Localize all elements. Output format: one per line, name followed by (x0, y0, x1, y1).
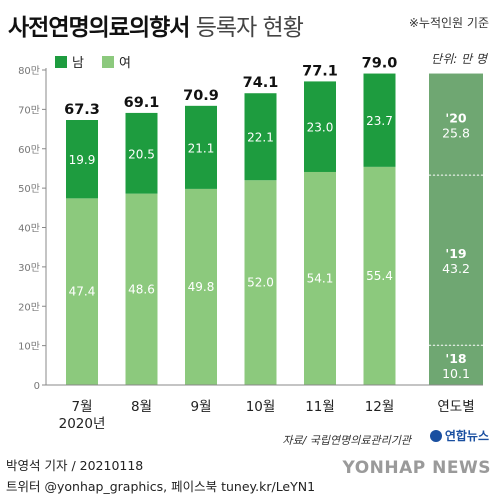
source-note: 자료/ 국립연명의료관리기관 (282, 434, 411, 447)
data-label-male: 22.1 (247, 131, 274, 145)
bar-male (304, 81, 336, 172)
legend: 남 여 (55, 52, 149, 71)
data-label-total: 70.9 (183, 88, 219, 104)
year-label: '18 (445, 351, 466, 366)
y-tick-label: 80만 (18, 65, 40, 77)
data-label-total: 67.3 (64, 102, 100, 118)
legend-swatch-female (101, 55, 114, 68)
data-label-cumulative: 10.1 (442, 366, 470, 381)
data-label-female: 52.0 (247, 276, 274, 290)
bar-female (185, 188, 217, 385)
bar-cumulative-year (429, 175, 483, 346)
x-tick-label: 10월 (246, 399, 276, 415)
data-label-female: 49.8 (188, 280, 215, 294)
data-label-total: 69.1 (124, 95, 160, 111)
bar-male (185, 105, 217, 189)
data-label-total: 77.1 (302, 63, 338, 79)
year-label: '20 (445, 110, 467, 125)
y-tick-label: 70만 (18, 104, 40, 116)
brand-dot-icon (429, 429, 442, 442)
bar-female (363, 166, 396, 385)
data-label-female: 54.1 (307, 271, 334, 285)
data-label-total: 74.1 (243, 75, 279, 91)
bar-female (125, 193, 158, 385)
bar-female (244, 180, 277, 385)
data-label-cumulative: 25.8 (442, 125, 470, 140)
y-tick-label: 30만 (18, 262, 40, 274)
data-label-male: 19.9 (69, 153, 96, 167)
basis-note: ※누적인원 기준 (408, 16, 489, 30)
brand-name: 연합뉴스 (444, 429, 489, 443)
title-main: 사전연명의료의향서 (8, 15, 190, 41)
bar-female (304, 171, 336, 385)
data-label-male: 20.5 (128, 147, 155, 161)
x-tick-label: 9월 (190, 399, 211, 415)
y-tick-label: 50만 (18, 183, 40, 195)
x-tick-label: 7월 (71, 399, 92, 415)
y-tick-label: 40만 (18, 223, 40, 235)
legend-label-male: 남 (72, 56, 84, 71)
bar-male (125, 112, 158, 194)
data-label-male: 21.1 (188, 141, 215, 155)
data-label-female: 47.4 (69, 285, 96, 299)
bar-cumulative-year (429, 73, 483, 176)
unit-note: 단위: 만 명 (431, 52, 487, 66)
year-label: '19 (445, 246, 466, 261)
legend-swatch-male (55, 55, 67, 68)
x-tick-sublabel: 2020년 (59, 416, 106, 432)
x-tick-label-cumulative: 연도별 (437, 399, 474, 415)
x-tick-label: 8월 (131, 399, 152, 415)
bar-female (66, 198, 98, 385)
bar-cumulative-year (429, 345, 483, 385)
bar-male (363, 73, 396, 167)
data-label-male: 23.7 (366, 114, 393, 128)
data-label-cumulative: 43.2 (442, 261, 470, 276)
legend-label-female: 여 (118, 56, 131, 71)
bar-male (66, 120, 98, 199)
brand-logo: 연합뉴스 (429, 427, 489, 444)
x-tick-label: 11월 (305, 399, 335, 415)
y-tick-label: 60만 (18, 144, 40, 156)
y-tick-label: 0 (34, 381, 40, 392)
sns-line: 트위터 @yonhap_graphics, 페이스북 tuney.kr/LeYN… (6, 479, 316, 494)
title-sub: 등록자 현황 (195, 15, 304, 41)
y-tick-label: 10만 (18, 341, 40, 353)
chart-title: 사전연명의료의향서 등록자 현황 (8, 8, 304, 42)
legend-item-male: 남 (55, 52, 84, 71)
x-tick-label: 12월 (365, 399, 395, 415)
bar-male (244, 93, 277, 181)
byline: 박영석 기자 / 20210118 (6, 458, 144, 473)
data-label-male: 23.0 (307, 121, 334, 135)
data-label-female: 55.4 (366, 269, 393, 283)
data-label-total: 79.0 (362, 56, 398, 72)
watermark: YONHAP NEWS (342, 458, 491, 478)
legend-item-female: 여 (101, 52, 131, 71)
data-label-female: 48.6 (128, 282, 155, 296)
y-tick-label: 20만 (18, 301, 40, 313)
